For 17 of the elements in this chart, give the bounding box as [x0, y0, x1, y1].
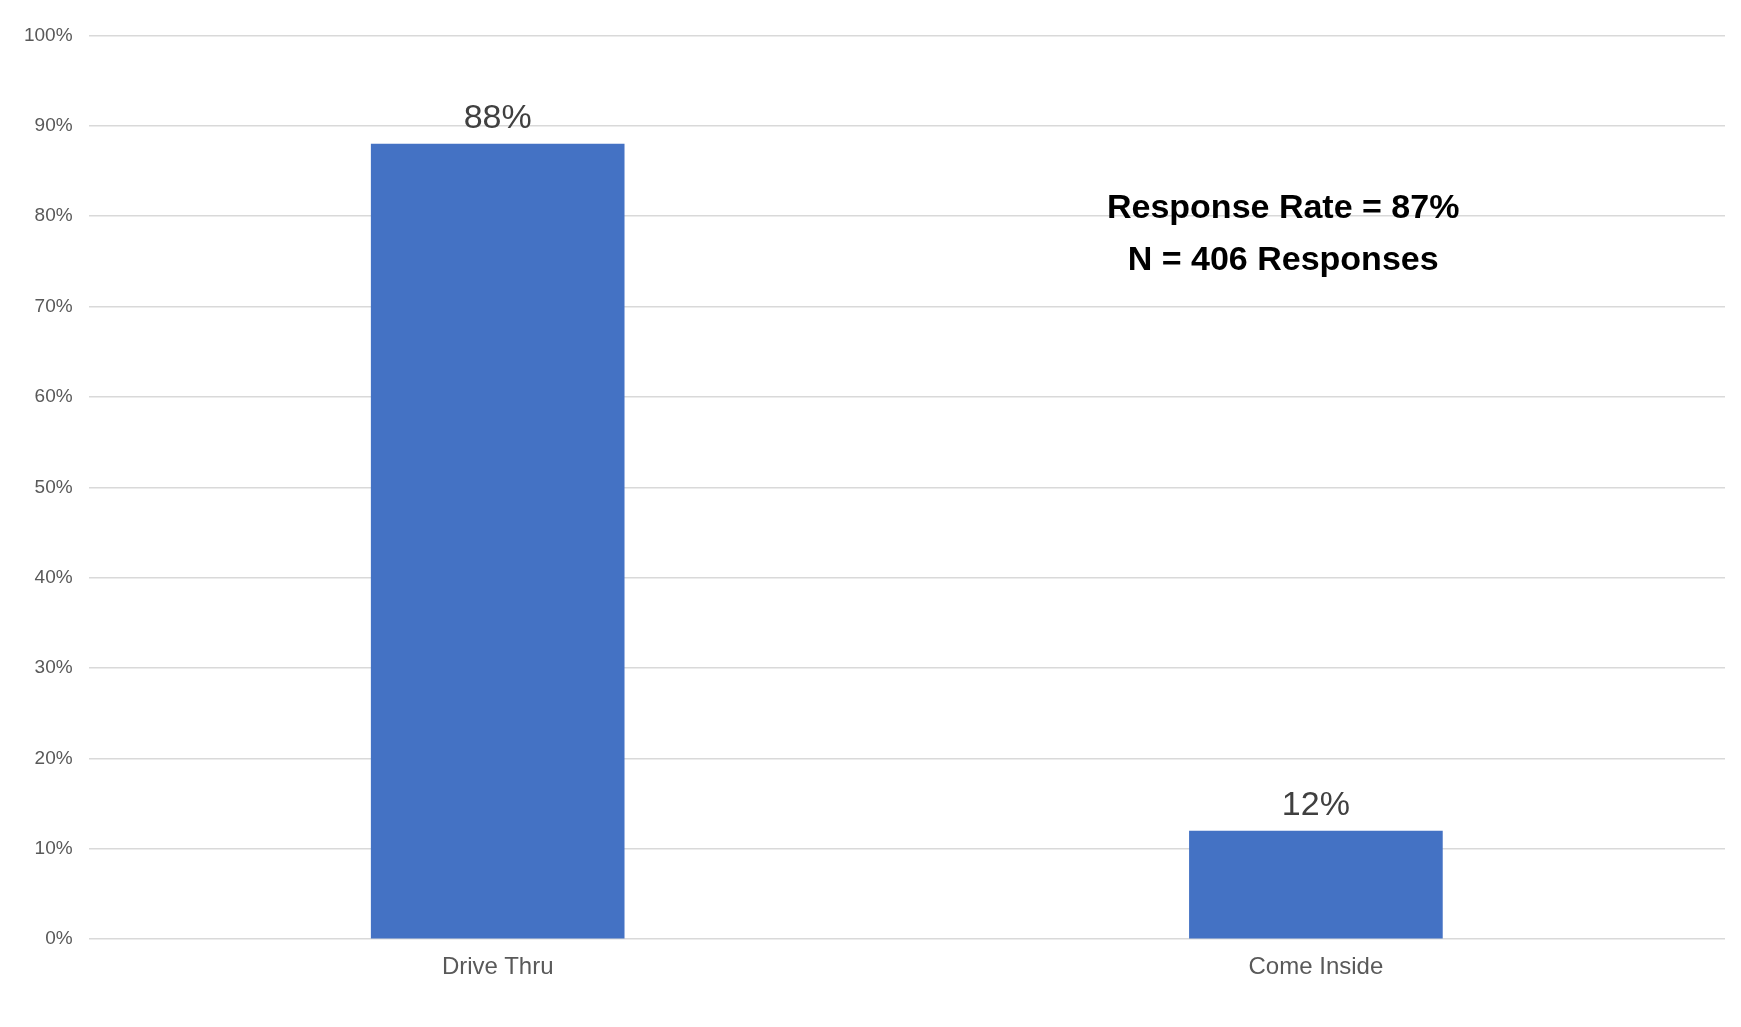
y-tick-label: 40% [34, 565, 73, 587]
x-tick-label: Drive Thru [441, 952, 554, 980]
y-tick-label: 80% [34, 204, 73, 226]
y-tick-label: 70% [34, 294, 73, 316]
y-tick-label: 20% [34, 746, 73, 768]
y-tick-label: 50% [34, 475, 73, 497]
y-tick-label: 60% [34, 385, 73, 407]
y-tick-label: 90% [34, 114, 73, 136]
annotation: N = 406 Responses [1127, 238, 1439, 277]
annotation: Response Rate = 87% [1106, 186, 1460, 225]
y-tick-label: 100% [23, 23, 73, 45]
data-label: 12% [1281, 784, 1350, 823]
y-tick-label: 0% [45, 927, 73, 949]
x-tick-label: Come Inside [1248, 952, 1384, 980]
y-tick-label: 30% [34, 656, 73, 678]
y-tick-label: 10% [34, 837, 73, 859]
data-label: 88% [463, 97, 532, 136]
